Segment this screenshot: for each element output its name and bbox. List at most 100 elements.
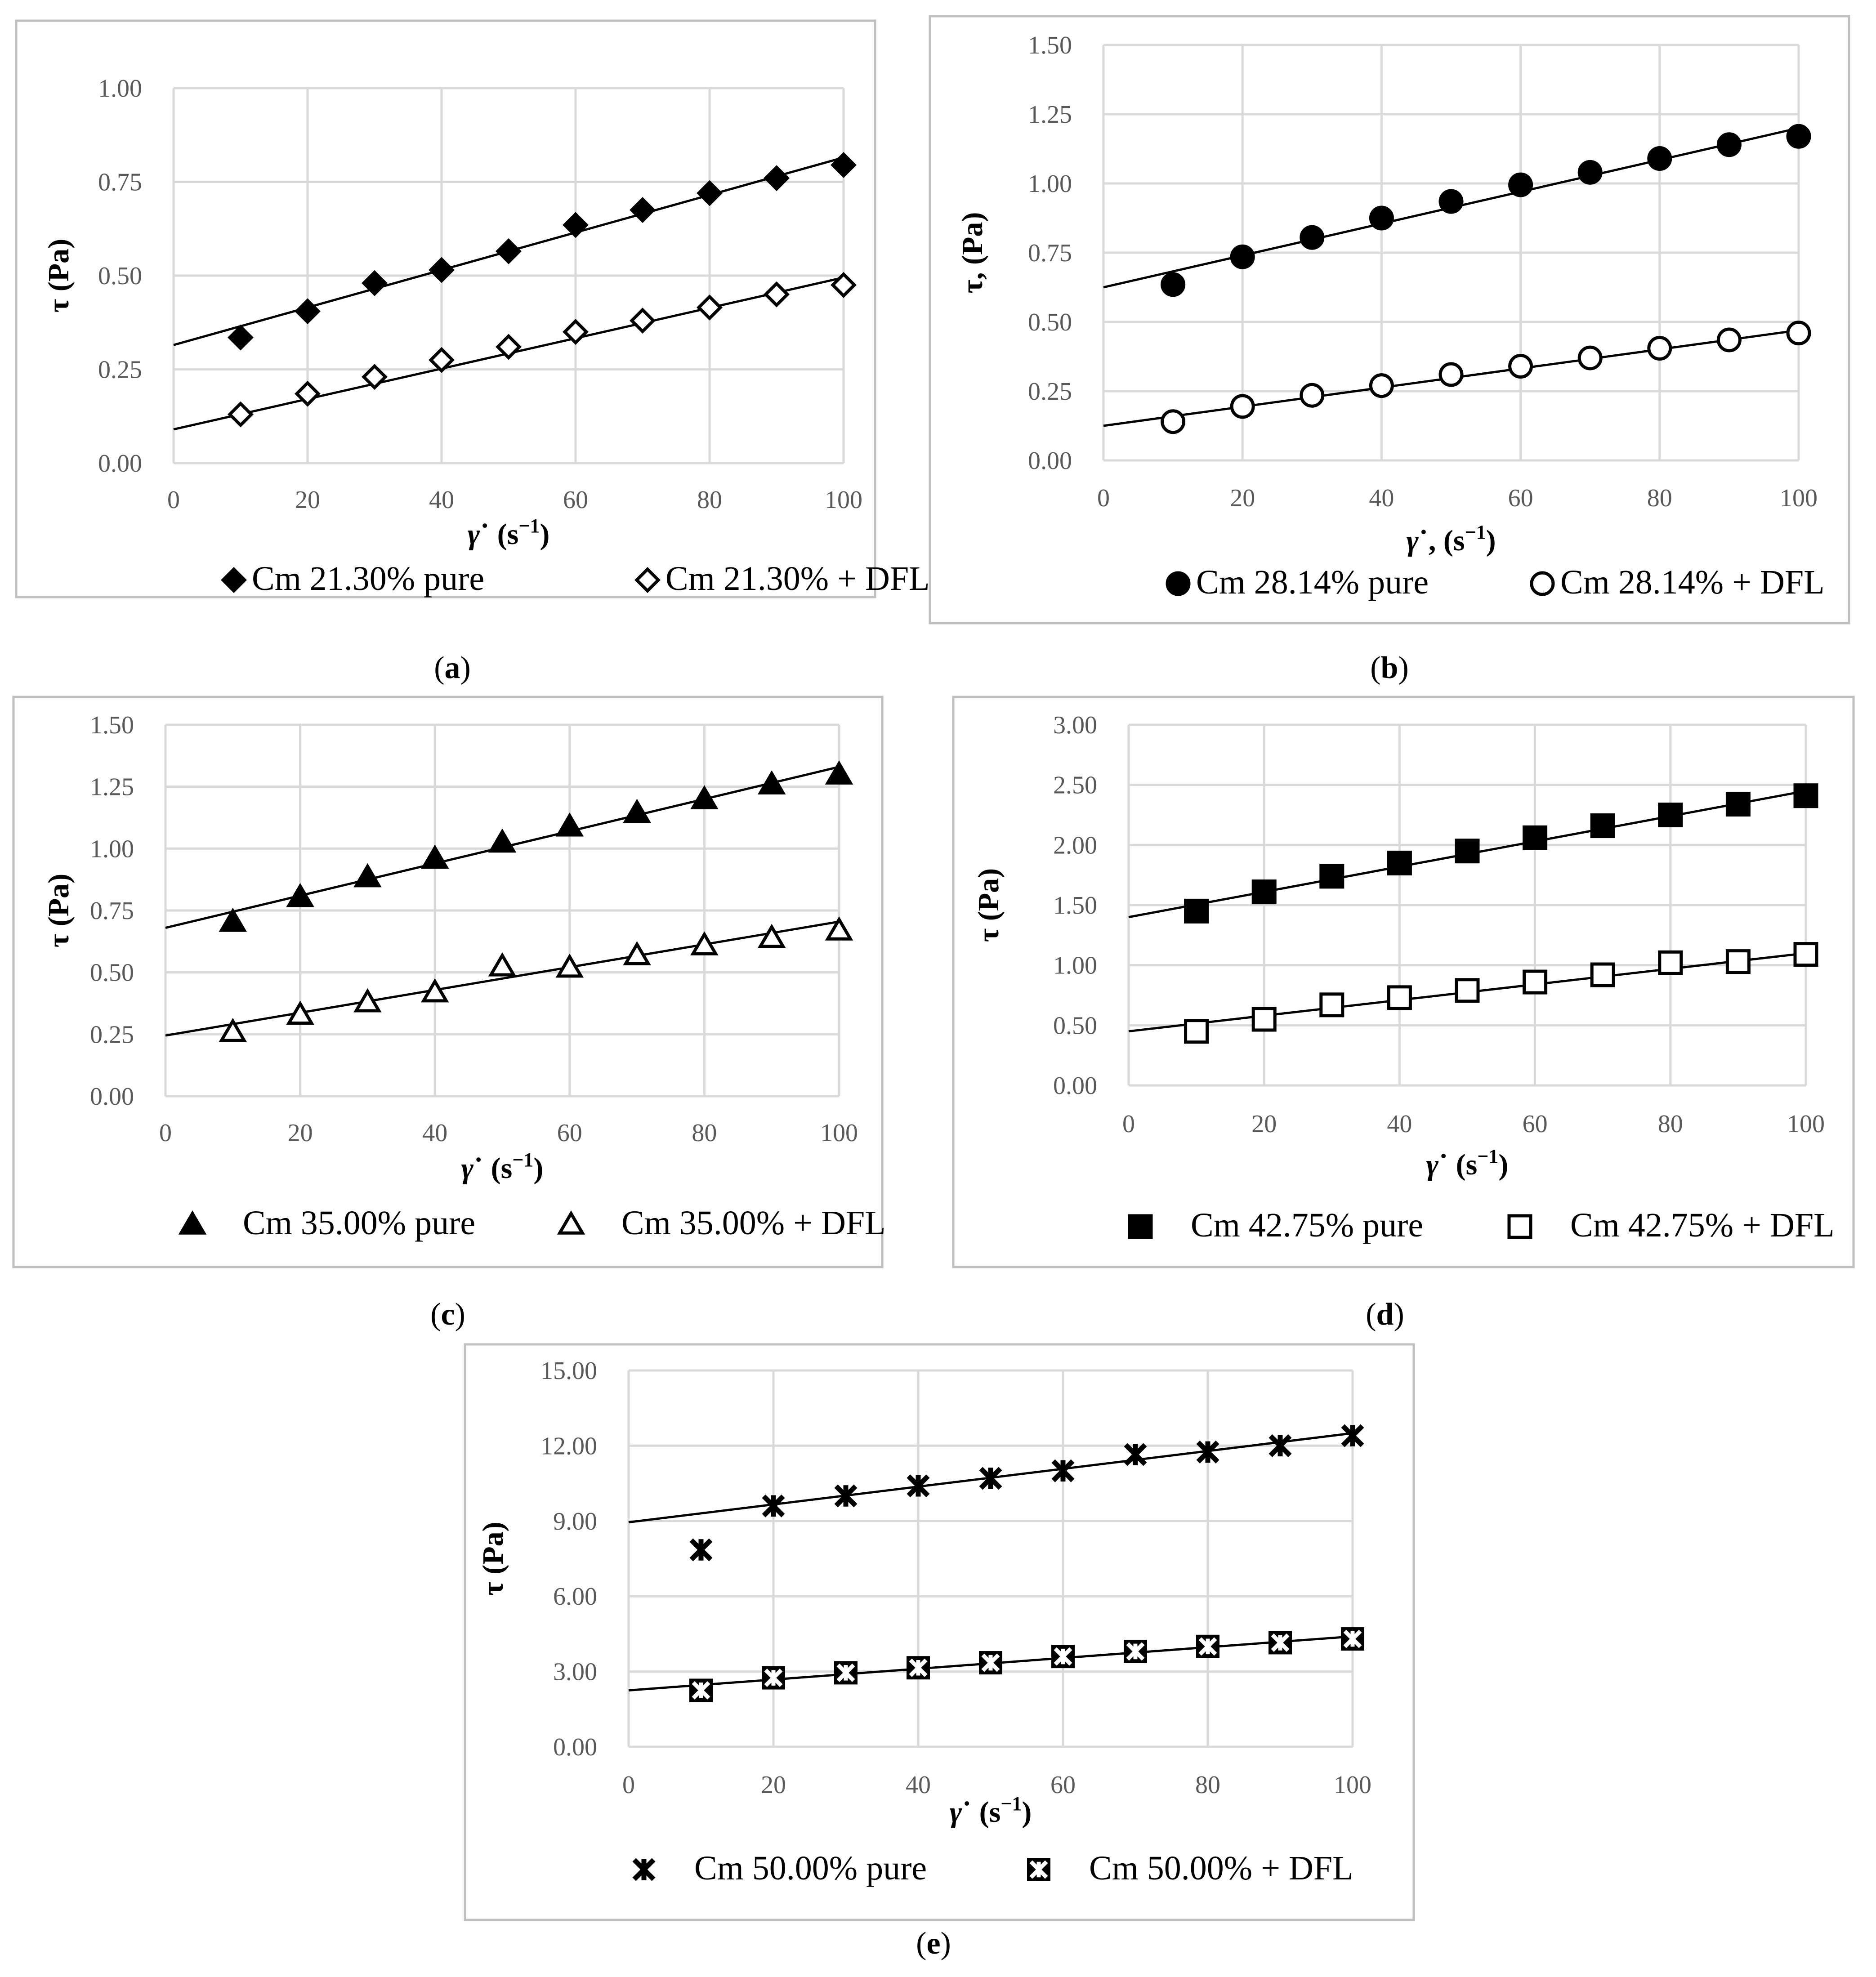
- y-tick-label: 0.50: [98, 262, 142, 290]
- panel-caption: (d): [1366, 1297, 1404, 1332]
- x-tick-label: 80: [697, 486, 722, 514]
- legend-label: Cm 28.14% pure: [1196, 563, 1429, 601]
- data-point: [1716, 132, 1742, 157]
- legend-marker: [221, 567, 247, 593]
- data-point: [1161, 409, 1186, 434]
- data-point: [1438, 189, 1464, 214]
- data-point: [429, 257, 455, 283]
- legend-marker: [1166, 571, 1191, 596]
- legend-label: Cm 42.75% pure: [1191, 1206, 1423, 1244]
- data-point: [219, 1018, 247, 1042]
- y-axis-title: τ (Pa): [42, 239, 75, 312]
- data-point: [689, 1678, 713, 1702]
- y-tick-label: 0.50: [1028, 308, 1072, 336]
- y-tick-label: 2.50: [1053, 772, 1097, 799]
- data-point: [834, 1661, 858, 1685]
- y-tick-label: 12.00: [540, 1432, 597, 1460]
- data-point: [757, 770, 786, 794]
- legend: Cm 42.75% pure Cm 42.75% + DFL: [1128, 1206, 1835, 1244]
- legend-item: Cm 28.14% + DFL: [1530, 563, 1825, 601]
- y-tick-label: 0.75: [98, 169, 142, 196]
- data-point: [1319, 992, 1344, 1018]
- data-point: [1455, 839, 1480, 864]
- chart-frame: [464, 1343, 1415, 1921]
- data-point: [757, 924, 786, 948]
- data-point: [1369, 205, 1394, 231]
- legend-label: Cm 50.00% pure: [694, 1849, 927, 1887]
- chart-frame: [929, 15, 1850, 625]
- chart-panel-b: 0 20 40 60 80 100 0.00 0.25 0.50 0.75 1.00 1.25 1.50…: [929, 15, 1850, 685]
- legend: Cm 35.00% pure Cm 35.00% + DFL: [178, 1204, 886, 1242]
- data-point: [1455, 978, 1480, 1003]
- y-tick-label: 0.50: [90, 959, 134, 987]
- data-point: [228, 401, 254, 428]
- data-point: [1124, 1443, 1147, 1466]
- data-point: [286, 1000, 314, 1025]
- data-point: [1251, 879, 1277, 905]
- y-tick-label: 15.00: [540, 1357, 597, 1385]
- series-dfl: [1103, 321, 1811, 434]
- x-tick-label: 80: [1658, 1110, 1683, 1138]
- y-tick-label: 3.00: [1053, 711, 1097, 739]
- x-tick-label: 20: [295, 486, 320, 514]
- chart-panel-d: 0 20 40 60 80 100 0.00 0.50 1.00 1.50 2.00 2.50 3.00…: [952, 696, 1855, 1332]
- y-axis-title: τ, (Pa): [956, 212, 989, 294]
- series-pure: [165, 760, 853, 932]
- x-tick-label: 100: [825, 486, 862, 514]
- legend-marker: [1128, 1214, 1153, 1239]
- data-point: [697, 294, 723, 321]
- x-tick-label: 40: [1387, 1110, 1412, 1138]
- x-tick-label: 80: [692, 1119, 717, 1147]
- panel-caption: (b): [1370, 651, 1409, 685]
- data-point: [1508, 172, 1533, 197]
- data-point: [979, 1467, 1002, 1490]
- y-tick-label: 1.50: [90, 711, 134, 739]
- data-point: [697, 180, 723, 206]
- data-point: [1161, 272, 1186, 297]
- data-point: [623, 941, 651, 965]
- y-tick-label: 0.25: [1028, 378, 1072, 406]
- legend-item: Cm 42.75% + DFL: [1507, 1206, 1835, 1244]
- panel-caption: (a): [434, 651, 471, 685]
- data-point: [762, 1666, 785, 1690]
- series-dfl: [628, 1627, 1364, 1702]
- data-point: [420, 844, 449, 869]
- data-point: [1793, 942, 1818, 967]
- data-point: [764, 165, 790, 192]
- data-point: [1184, 898, 1209, 924]
- series-dfl: [173, 272, 857, 431]
- data-point: [1184, 1019, 1209, 1044]
- x-tick-label: 40: [429, 486, 454, 514]
- x-tick-label: 100: [1780, 484, 1818, 512]
- y-tick-label: 1.00: [98, 75, 142, 103]
- data-point: [429, 347, 455, 373]
- x-axis-title: γ˙, (s−1): [1406, 521, 1496, 557]
- data-point: [1523, 969, 1548, 995]
- data-point: [1341, 1627, 1364, 1651]
- data-point: [907, 1474, 930, 1498]
- x-tick-label: 100: [1334, 1771, 1371, 1799]
- y-tick-label: 1.00: [90, 835, 134, 863]
- data-point: [1725, 791, 1751, 817]
- x-tick-label: 60: [1523, 1110, 1548, 1138]
- data-point: [555, 812, 584, 837]
- y-tick-label: 9.00: [553, 1508, 597, 1535]
- y-tick-label: 0.00: [98, 450, 142, 478]
- y-tick-label: 0.00: [1053, 1072, 1097, 1100]
- data-point: [1300, 225, 1325, 250]
- x-tick-label: 0: [159, 1119, 172, 1147]
- y-tick-label: 1.00: [1028, 170, 1072, 198]
- data-point: [1051, 1645, 1075, 1669]
- y-tick-label: 0.75: [1028, 239, 1072, 267]
- series-pure: [1128, 783, 1818, 924]
- x-tick-label: 80: [1647, 484, 1672, 512]
- trendline: [165, 920, 840, 1037]
- x-axis-title: γ˙ (s−1): [468, 515, 550, 551]
- data-point: [825, 916, 853, 941]
- y-tick-label: 1.50: [1028, 31, 1072, 59]
- legend-label: Cm 42.75% + DFL: [1570, 1206, 1835, 1244]
- data-point: [488, 828, 517, 853]
- legend-item: Cm 21.30% + DFL: [634, 560, 930, 598]
- data-point: [1387, 985, 1412, 1010]
